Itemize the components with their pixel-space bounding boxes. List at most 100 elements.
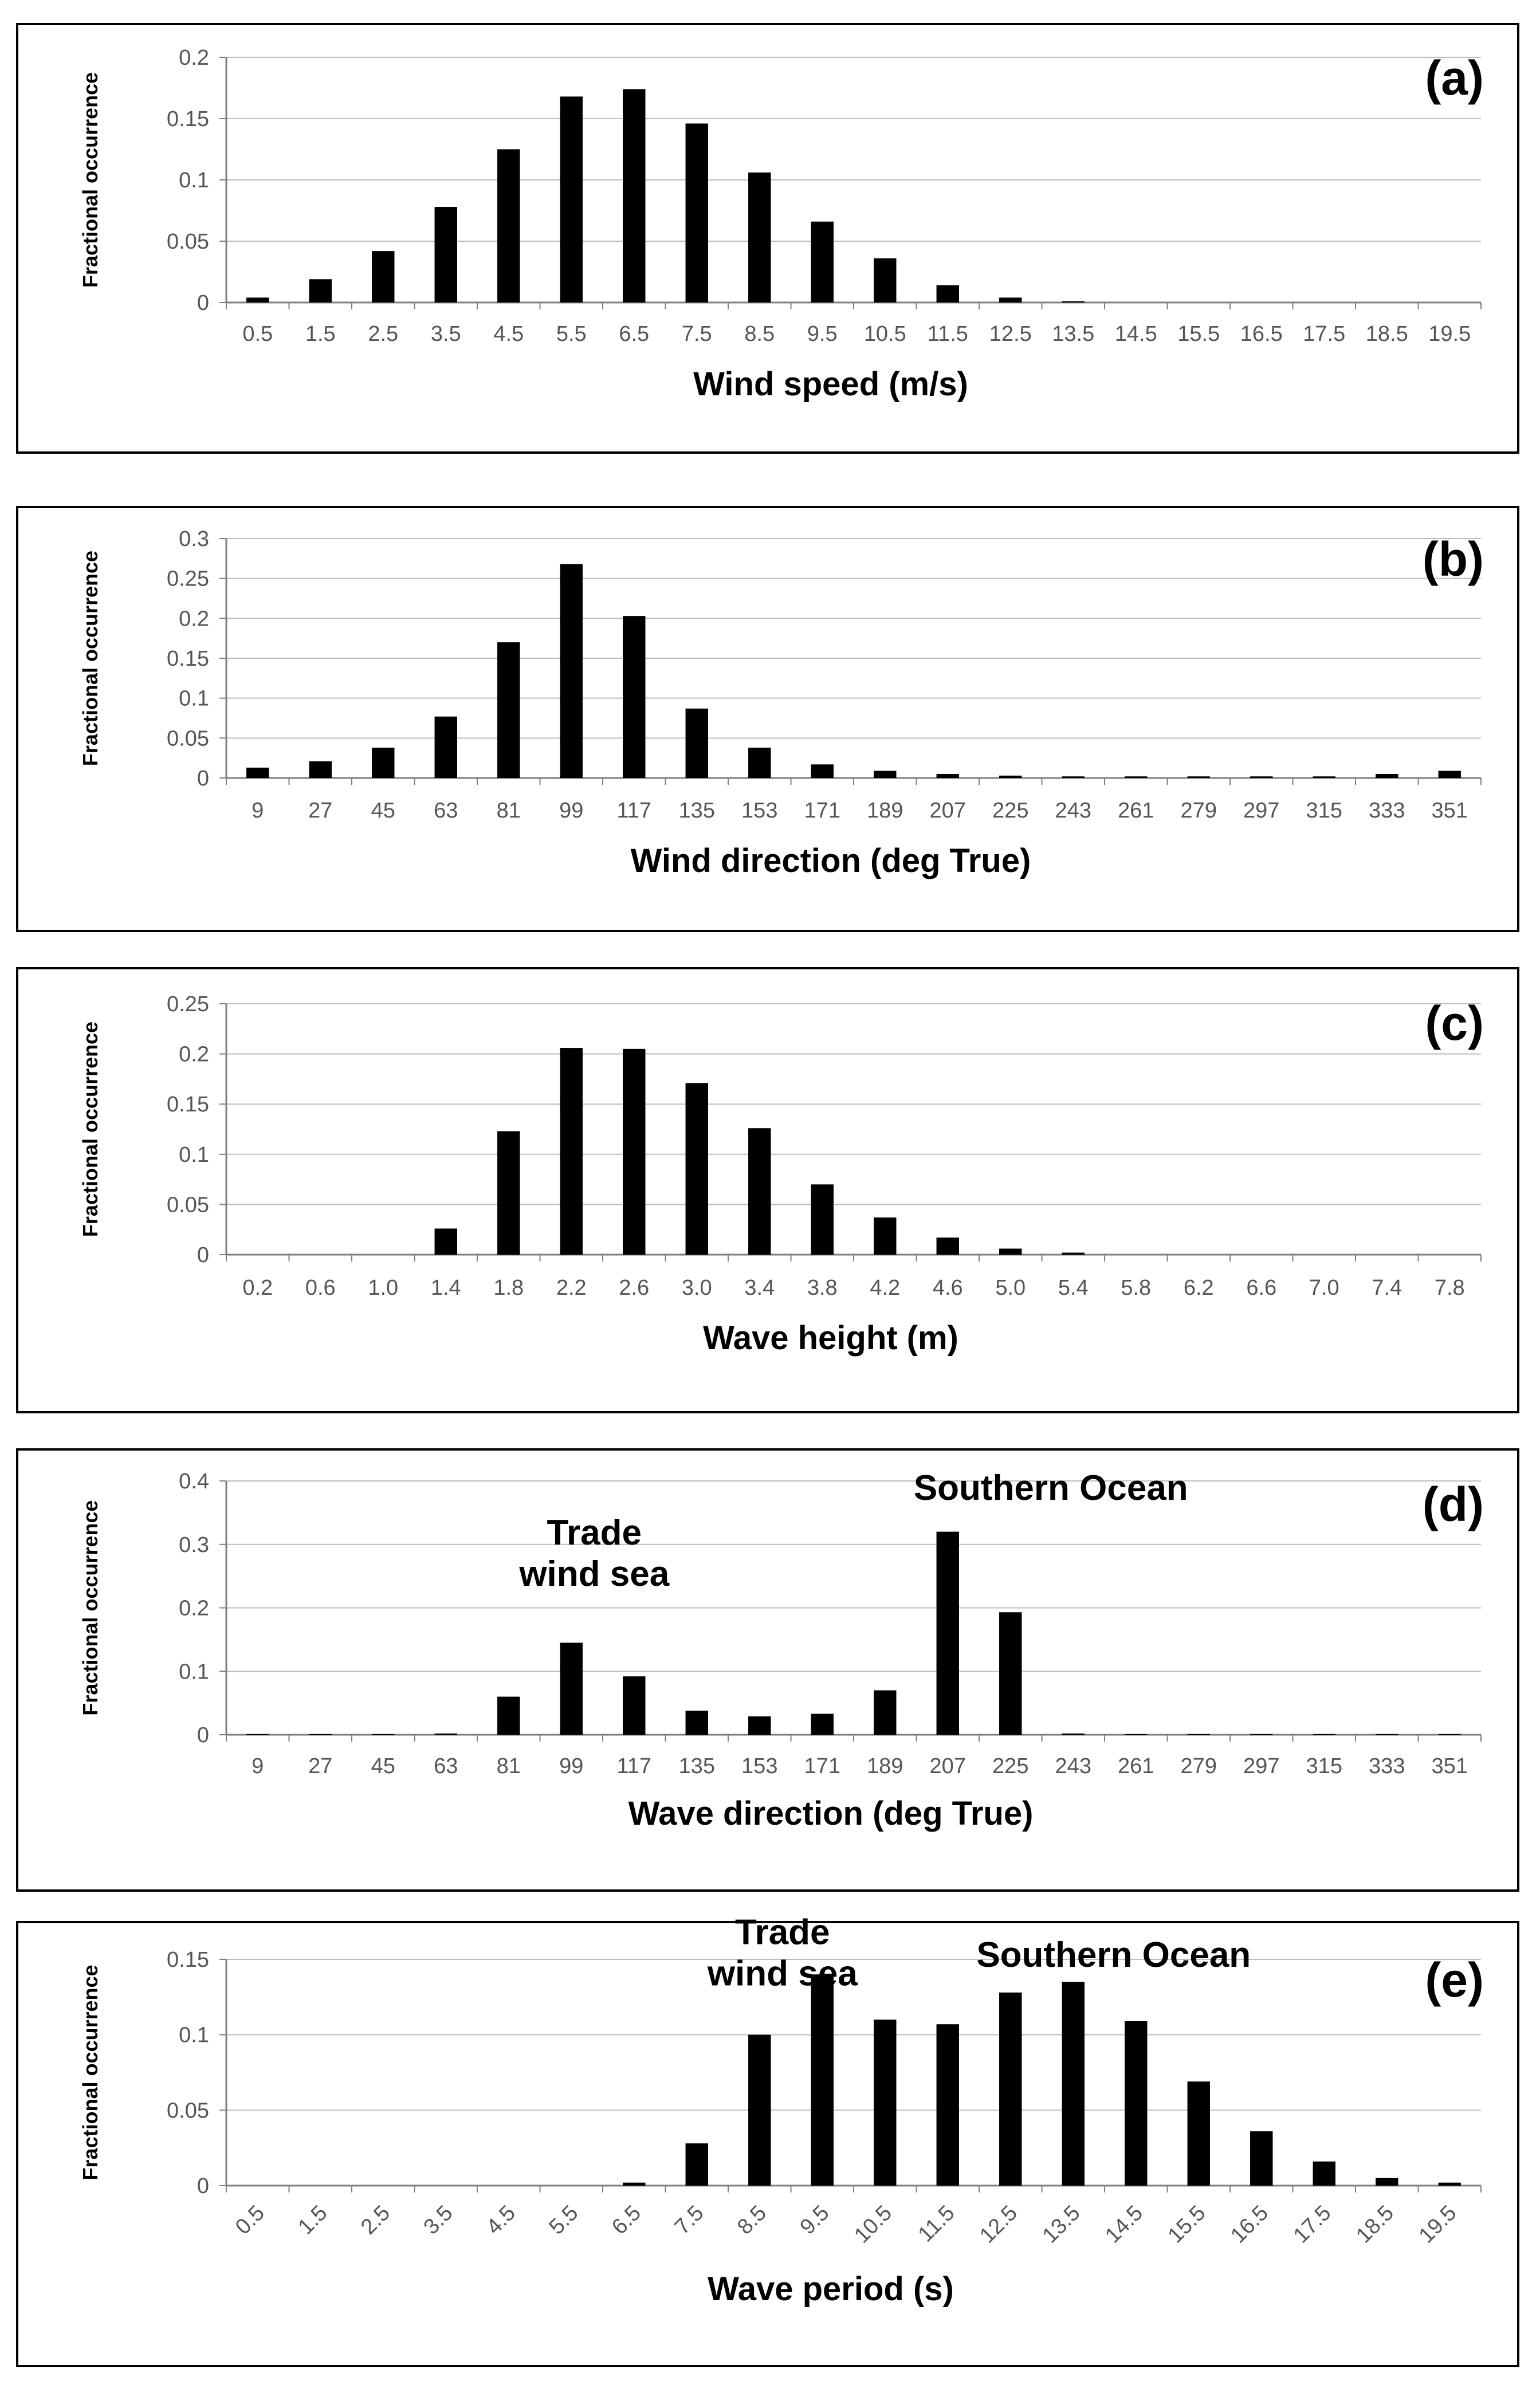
y-tick-label: 0.05 (167, 2099, 209, 2123)
bar (874, 771, 897, 778)
x-tick-label: 243 (1055, 1754, 1091, 1778)
bar (434, 1733, 457, 1735)
x-tick-label: 27 (308, 1754, 332, 1778)
bar (497, 642, 520, 778)
bar (1062, 1982, 1085, 2186)
y-tick-label: 0.05 (167, 230, 209, 254)
x-tick-label: 5.0 (995, 1276, 1026, 1300)
bar (685, 1083, 708, 1255)
chart-panel-d: 0 0.1 0.2 0.3 0.4 9 27 45 63 81 99 117 135 153 171 189 2… (16, 1448, 1519, 1892)
x-axis-label: Wind speed (m/s) (693, 366, 968, 403)
bar (1062, 1252, 1085, 1255)
bar (685, 1710, 708, 1735)
x-tick-label: 4.5 (482, 2201, 520, 2239)
y-tick-label: 0.1 (179, 2023, 209, 2048)
bar (685, 2143, 708, 2186)
bar (560, 1643, 583, 1735)
x-tick-label: 10.5 (850, 2201, 897, 2248)
x-tick-label: 99 (559, 1754, 583, 1778)
bar (246, 1734, 269, 1735)
y-axis-label: Fractional occurrence (78, 72, 102, 288)
x-tick-label: 2.2 (556, 1276, 587, 1300)
x-tick-label: 9.5 (796, 2201, 834, 2239)
y-axis-label: Fractional occurrence (78, 1500, 102, 1715)
bar (1125, 1734, 1148, 1735)
y-tick-label: 0.1 (179, 687, 209, 711)
x-tick-label: 171 (804, 799, 840, 823)
x-tick-label: 297 (1243, 799, 1279, 823)
annotation-text: Southern Ocean (976, 1935, 1251, 1975)
bar (497, 149, 520, 302)
x-tick-label: 18.5 (1352, 2201, 1398, 2248)
panel-label: (d) (1423, 1478, 1484, 1531)
x-tick-label: 351 (1432, 1754, 1468, 1778)
x-tick-label: 5.5 (556, 322, 587, 346)
bar (811, 764, 834, 778)
bar (560, 564, 583, 778)
bar (560, 96, 583, 303)
x-tick-label: 315 (1306, 799, 1342, 823)
x-axis-label: Wind direction (deg True) (631, 842, 1031, 879)
x-tick-label: 351 (1432, 799, 1468, 823)
chart-panel-b: 0 0.05 0.1 0.15 0.2 0.25 0.3 9 27 45 63 81 99 117 135 1… (16, 506, 1519, 932)
panel-frame (16, 1921, 1519, 2367)
y-tick-label: 0.2 (179, 46, 209, 70)
bar (811, 1184, 834, 1255)
x-tick-label: 10.5 (864, 322, 906, 346)
bar (372, 748, 395, 778)
y-tick-label: 0.15 (167, 107, 209, 131)
bar (1125, 776, 1148, 778)
bar (1313, 1734, 1335, 1735)
x-tick-label: 7.0 (1309, 1276, 1339, 1300)
bar (1187, 2081, 1210, 2186)
annotation-text: wind sea (707, 1954, 858, 1994)
y-tick-label: 0 (197, 291, 209, 315)
bar (1250, 2131, 1273, 2186)
bar (623, 1676, 646, 1735)
x-tick-label: 15.5 (1177, 322, 1220, 346)
bar (309, 1734, 332, 1735)
x-tick-label: 5.5 (545, 2201, 583, 2239)
x-tick-label: 4.5 (493, 322, 524, 346)
bar (434, 207, 457, 302)
x-tick-label: 9 (252, 799, 264, 823)
y-axis-label: Fractional occurrence (78, 1021, 102, 1237)
x-tick-label: 7.8 (1435, 1276, 1465, 1300)
x-tick-label: 1.5 (294, 2201, 332, 2239)
panel-label: (a) (1425, 51, 1484, 105)
y-tick-label: 0.1 (179, 1660, 209, 1684)
bar (560, 1048, 583, 1255)
panel-frame (16, 967, 1519, 1413)
x-tick-label: 11.5 (928, 322, 968, 346)
x-tick-label: 15.5 (1164, 2201, 1211, 2248)
y-tick-label: 0.15 (167, 647, 209, 671)
bar (1438, 2182, 1461, 2186)
x-tick-label: 13.5 (1038, 2201, 1085, 2248)
y-tick-label: 0.25 (167, 992, 209, 1016)
bar (748, 1716, 771, 1735)
panel-label: (c) (1425, 996, 1484, 1050)
x-tick-label: 6.2 (1184, 1276, 1214, 1300)
y-tick-label: 0.15 (167, 1093, 209, 1117)
x-tick-label: 189 (867, 1754, 903, 1778)
x-tick-label: 5.4 (1058, 1276, 1089, 1300)
x-tick-label: 297 (1243, 1754, 1279, 1778)
bar (1438, 1734, 1461, 1735)
panel-frame (16, 506, 1519, 932)
bar (1376, 2178, 1398, 2186)
x-tick-label: 13.5 (1052, 322, 1094, 346)
x-tick-label: 333 (1369, 1754, 1405, 1778)
x-tick-label: 2.6 (619, 1276, 649, 1300)
x-tick-label: 17.5 (1303, 322, 1345, 346)
bar (936, 1531, 959, 1735)
x-tick-label: 4.6 (933, 1276, 963, 1300)
x-tick-label: 225 (992, 1754, 1028, 1778)
chart-panel-a: 0 0.05 0.1 0.15 0.2 0.5 1.5 2.5 3.5 4.5 5.5 6.5 7.5 8… (16, 23, 1519, 454)
x-tick-label: 8.5 (733, 2201, 771, 2239)
x-tick-label: 7.5 (670, 2201, 709, 2239)
x-tick-label: 18.5 (1366, 322, 1408, 346)
bar (874, 1217, 897, 1255)
bar (748, 748, 771, 778)
y-axis-label: Fractional occurrence (78, 1964, 102, 2180)
